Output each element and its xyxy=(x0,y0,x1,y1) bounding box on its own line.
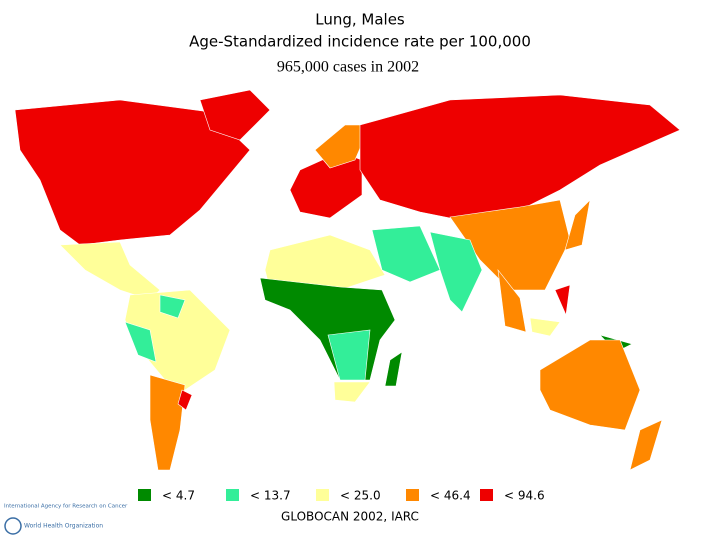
legend-label: < 94.6 xyxy=(504,489,545,503)
region xyxy=(149,374,186,471)
region xyxy=(384,351,403,387)
region xyxy=(564,199,591,251)
region xyxy=(529,317,561,337)
region xyxy=(359,94,681,223)
legend-swatch xyxy=(316,489,329,501)
region xyxy=(264,234,386,291)
region xyxy=(199,89,271,141)
region xyxy=(497,268,527,333)
region xyxy=(333,381,371,403)
map-title: Lung, Males xyxy=(315,11,405,29)
logos: International Agency for Research on Can… xyxy=(4,504,128,535)
region xyxy=(159,294,186,319)
region xyxy=(327,329,371,381)
iarc-logo-text: International Agency for Research on Can… xyxy=(4,504,128,510)
legend-swatch xyxy=(480,489,493,501)
legend-label: < 13.7 xyxy=(250,489,291,503)
region xyxy=(554,284,571,317)
legend: < 4.7 < 13.7 < 25.0 < 46.4 < 94.6 xyxy=(138,489,545,503)
region xyxy=(371,225,441,283)
source-note: GLOBOCAN 2002, IARC xyxy=(281,510,419,524)
legend-label: < 25.0 xyxy=(340,489,381,503)
legend-swatch xyxy=(226,489,239,501)
region xyxy=(539,339,641,431)
region xyxy=(124,321,157,363)
map-subtitle: Age-Standardized incidence rate per 100,… xyxy=(189,33,531,51)
legend-label: < 4.7 xyxy=(162,489,195,503)
region xyxy=(259,277,396,381)
region xyxy=(429,231,483,313)
region xyxy=(177,389,193,411)
region xyxy=(629,419,663,471)
region xyxy=(59,241,161,301)
world-map xyxy=(14,89,681,471)
legend-swatch xyxy=(138,489,151,501)
cases-note: 965,000 cases in 2002 xyxy=(277,59,419,76)
legend-label: < 46.4 xyxy=(430,489,471,503)
legend-swatch xyxy=(406,489,419,501)
who-emblem xyxy=(4,517,22,535)
who-logo-text: World Health Organization xyxy=(24,523,103,530)
region xyxy=(449,199,571,291)
